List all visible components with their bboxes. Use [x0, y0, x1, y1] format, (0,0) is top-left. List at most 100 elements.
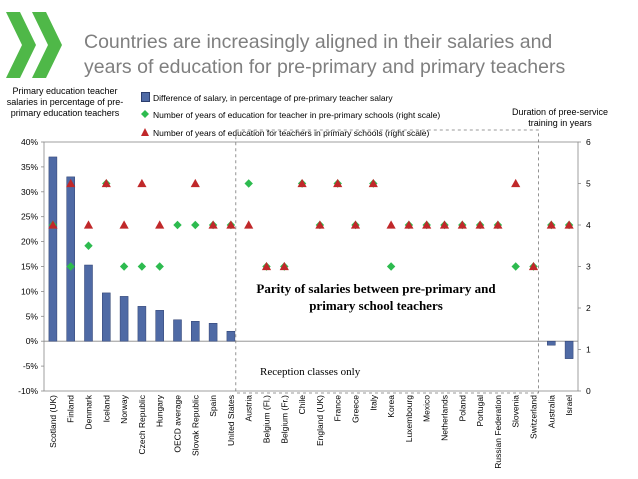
diamond-marker — [191, 220, 200, 230]
right-tick-label: 3 — [586, 262, 591, 272]
category-label: Belgium (Fr.) — [279, 395, 289, 444]
category-label: Italy — [368, 394, 378, 410]
bar-hungary — [155, 310, 164, 342]
triangle-marker — [66, 178, 76, 188]
diamond-marker — [66, 262, 75, 271]
diamond-marker — [119, 262, 129, 271]
right-tick-label: 5 — [586, 179, 591, 189]
triangle-marker — [511, 178, 521, 188]
bar-united-states — [226, 330, 236, 342]
left-tick-label: 25% — [21, 212, 38, 222]
triangle-marker — [475, 220, 485, 229]
category-label: Chile — [297, 395, 307, 415]
bar-iceland — [102, 292, 111, 342]
category-label: Hungary — [155, 394, 165, 427]
triangle-marker — [297, 178, 307, 188]
category-label: Belgium (Fl.) — [262, 395, 272, 443]
legend-label-salary: Difference of salary, in percentage of p… — [153, 93, 393, 103]
category-label: Finland — [66, 395, 76, 423]
left-tick-label: -10% — [18, 386, 38, 396]
category-label: Denmark — [84, 394, 94, 429]
category-label: England (UK) — [315, 395, 325, 446]
right-axis-title: Duration of pree-service training in yea… — [511, 107, 609, 128]
legend-diamond-swatch — [140, 110, 150, 120]
left-tick-label: 15% — [21, 262, 38, 272]
bar-israel — [564, 340, 574, 359]
reception-annotation: Reception classes only — [260, 366, 361, 378]
triangle-marker — [119, 220, 129, 229]
category-label: Switzerland — [529, 395, 539, 439]
logo-quote-icon — [6, 12, 62, 78]
bar-slovak-republic — [191, 321, 200, 342]
triangle-marker — [528, 261, 539, 271]
category-label: Austria — [244, 395, 254, 422]
category-label: France — [333, 395, 343, 422]
bar-spain — [208, 323, 218, 342]
triangle-marker — [48, 220, 58, 229]
right-tick-label: 6 — [586, 137, 591, 147]
triangle-marker — [244, 220, 254, 229]
triangle-marker — [190, 178, 200, 188]
category-label: Australia — [546, 395, 556, 428]
triangle-marker — [101, 178, 111, 188]
left-tick-label: -5% — [23, 361, 39, 371]
category-label: United States — [226, 395, 236, 446]
left-tick-label: 30% — [21, 187, 38, 197]
triangle-marker — [564, 220, 574, 229]
category-label: Iceland — [101, 395, 111, 423]
triangle-marker — [333, 178, 343, 188]
legend-label-primary: Number of years of education for teacher… — [153, 128, 430, 138]
bar-norway — [119, 296, 129, 342]
left-tick-label: 35% — [21, 162, 38, 172]
legend-item-salary: Difference of salary, in percentage of p… — [140, 92, 393, 104]
left-tick-label: 40% — [21, 137, 38, 147]
diamond-marker — [244, 179, 253, 188]
category-label: Poland — [457, 395, 467, 422]
triangle-marker — [350, 220, 361, 229]
category-label: Luxembourg — [404, 395, 414, 443]
category-label: Slovak Republic — [190, 394, 200, 456]
triangle-marker — [279, 261, 289, 271]
legend-label-preprimary: Number of years of education for teacher… — [153, 110, 441, 120]
triangle-marker — [208, 220, 218, 229]
category-label: Czech Republic — [137, 394, 147, 454]
category-label: Israel — [564, 395, 574, 416]
diamond-marker — [386, 262, 396, 271]
category-label: Greece — [351, 395, 361, 423]
triangle-marker — [422, 220, 432, 229]
triangle-marker — [137, 178, 147, 188]
bar-denmark — [84, 264, 93, 342]
category-label: Russian Federation — [493, 395, 503, 469]
parity-region-outline — [235, 129, 539, 394]
category-label: Netherlands — [440, 395, 450, 441]
triangle-marker — [226, 220, 236, 229]
triangle-marker — [368, 178, 378, 188]
category-label: OECD average — [173, 395, 183, 453]
triangle-marker — [404, 220, 414, 229]
triangle-marker — [155, 220, 165, 229]
left-tick-label: 20% — [21, 237, 38, 247]
triangle-marker — [83, 220, 94, 229]
category-label: Korea — [386, 395, 396, 418]
page-title-line-1: Countries are increasingly aligned in th… — [84, 31, 553, 53]
bar-australia — [547, 340, 556, 346]
diamond-marker — [511, 262, 520, 271]
right-tick-label: 2 — [586, 303, 591, 313]
legend-bar-swatch — [140, 92, 150, 104]
left-tick-label: 5% — [26, 311, 39, 321]
left-tick-label: 10% — [21, 286, 38, 296]
diamond-marker — [173, 220, 182, 230]
right-tick-label: 4 — [586, 220, 591, 230]
category-label: Mexico — [422, 395, 432, 422]
triangle-marker — [315, 220, 325, 229]
triangle-marker — [457, 220, 467, 229]
bar-finland — [66, 176, 75, 342]
left-axis-title: Primary education teacher salaries in pe… — [6, 86, 124, 118]
diamond-marker — [155, 262, 164, 271]
bar-oecd-average — [173, 319, 182, 342]
legend-item-primary: Number of years of education for teacher… — [140, 128, 429, 138]
category-label: Spain — [208, 395, 218, 417]
bar-czech-republic — [137, 306, 147, 342]
diamond-marker — [137, 262, 147, 271]
